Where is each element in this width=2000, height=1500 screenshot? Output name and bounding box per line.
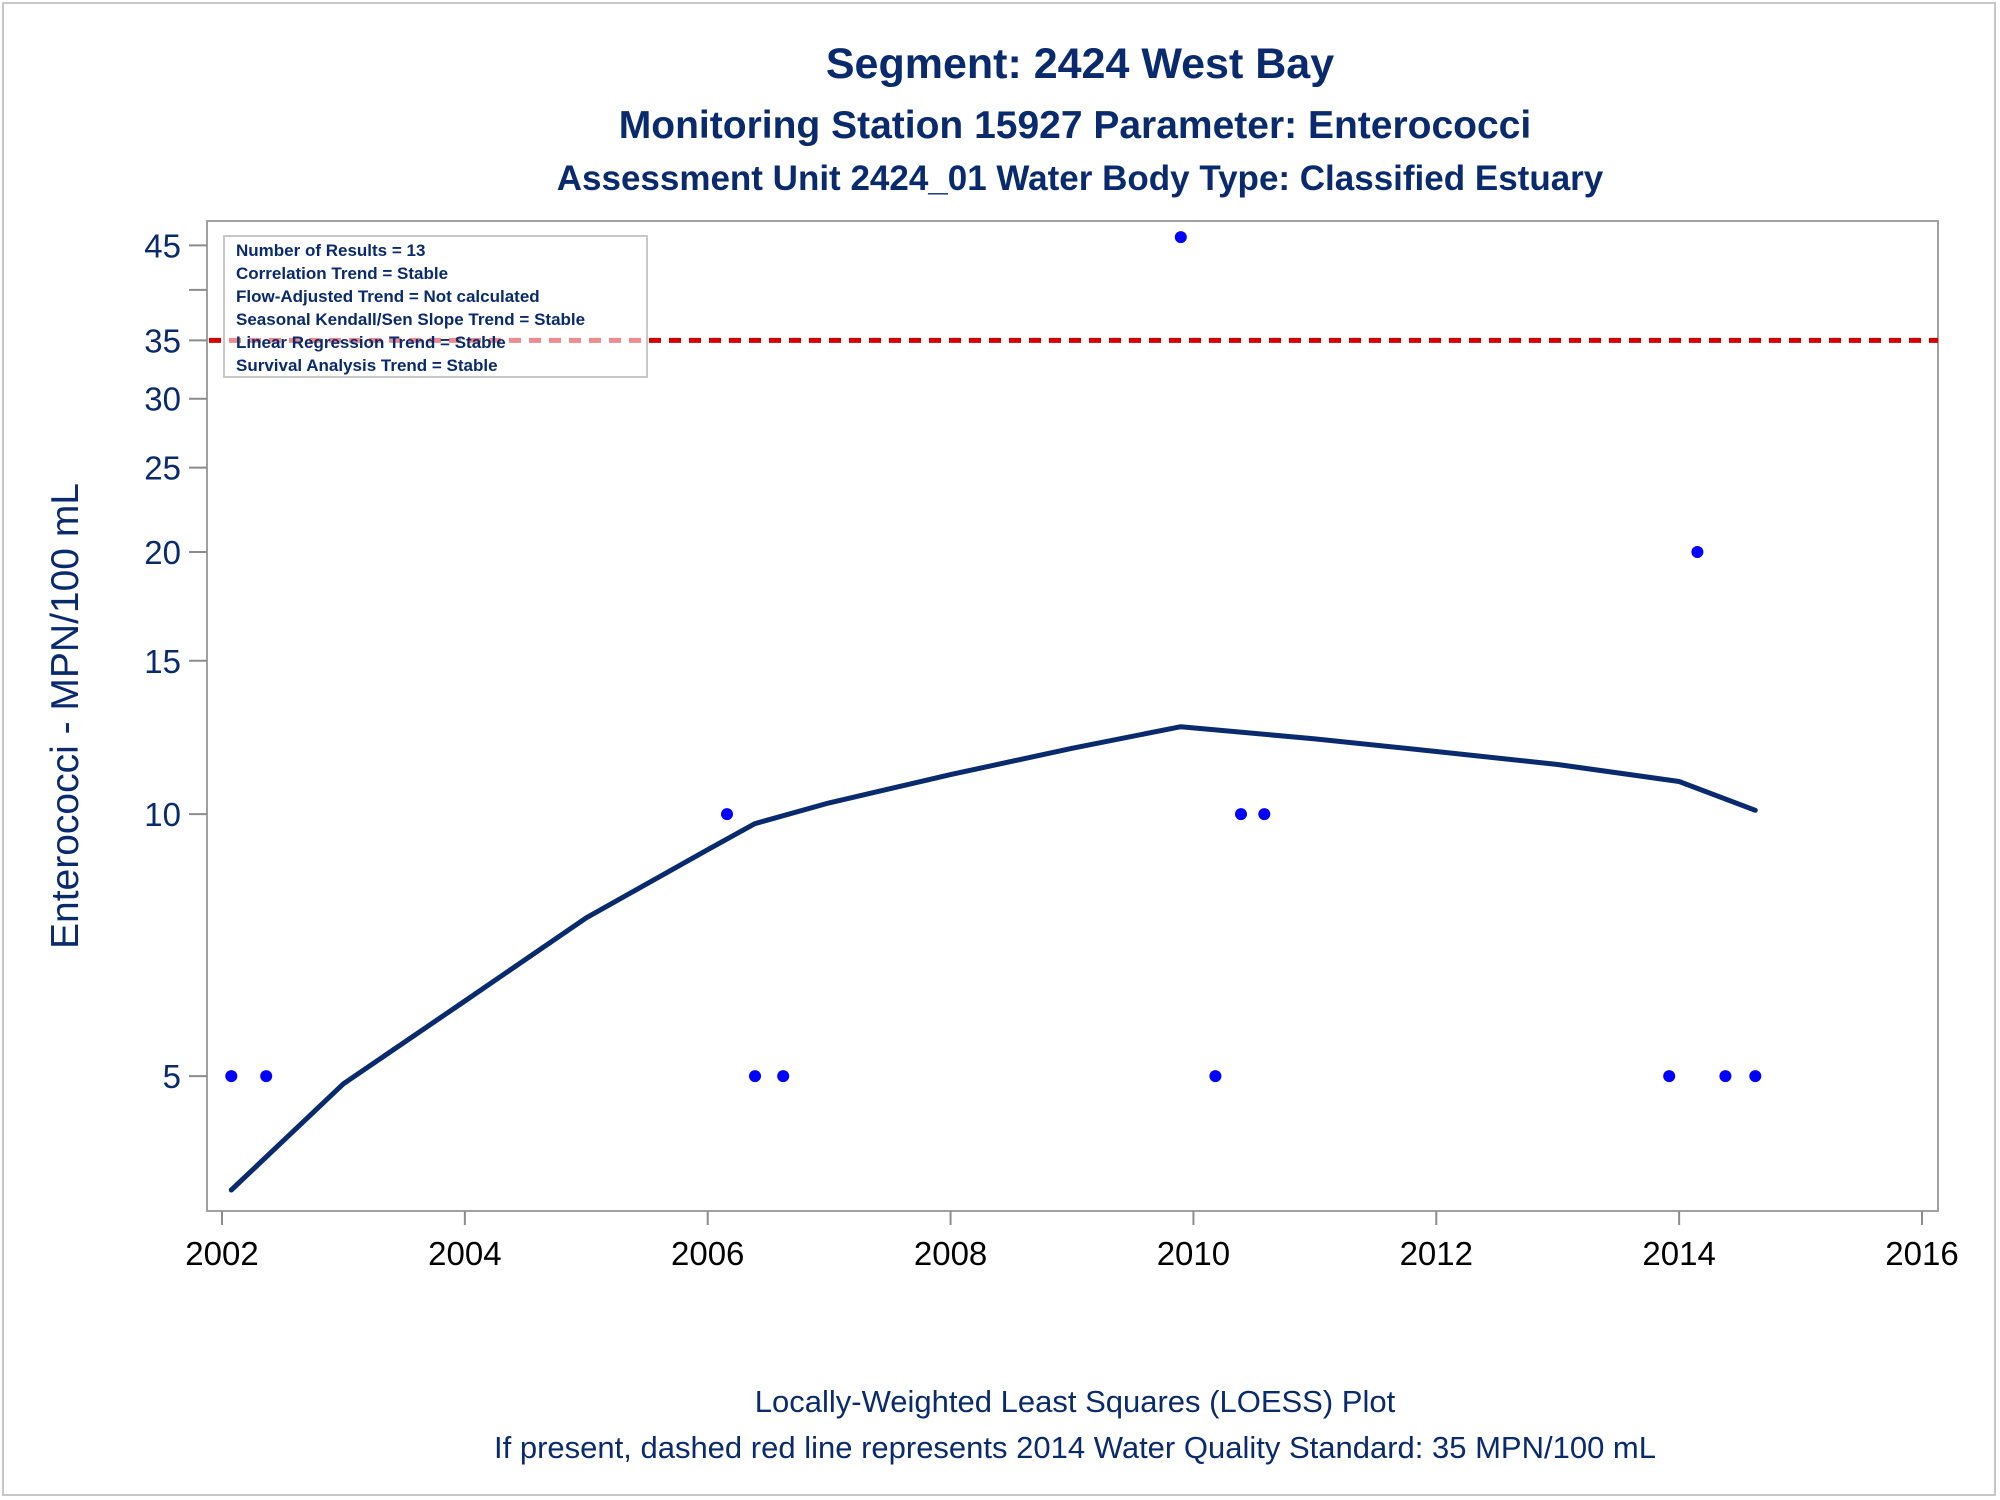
footer-line-1: Locally-Weighted Least Squares (LOESS) P…	[755, 1384, 1396, 1419]
y-tick-label: 15	[144, 643, 181, 680]
data-point	[1258, 808, 1271, 821]
data-point	[225, 1070, 238, 1083]
info-box: Number of Results = 13 Correlation Trend…	[223, 235, 648, 378]
y-tick-label: 45	[144, 227, 181, 264]
y-axis-label: Enterococci - MPN/100 mL	[44, 483, 87, 949]
info-line-seasonal-kendall: Seasonal Kendall/Sen Slope Trend = Stabl…	[236, 310, 585, 329]
data-point	[1174, 231, 1187, 244]
info-line-survival: Survival Analysis Trend = Stable	[236, 356, 498, 375]
chart-subtitle: Monitoring Station 15927 Parameter: Ente…	[619, 104, 1531, 147]
footer-line-2: If present, dashed red line represents 2…	[494, 1430, 1656, 1465]
x-tick-label: 2012	[1400, 1235, 1473, 1272]
data-point	[777, 1070, 790, 1083]
data-point	[260, 1070, 273, 1083]
data-point	[1749, 1070, 1762, 1083]
x-tick-label: 2004	[428, 1235, 501, 1272]
y-axis: 5 10 15 20 25 30 35 45	[144, 227, 207, 1095]
plot-area-border	[206, 220, 1939, 1212]
y-tick-label: 35	[144, 322, 181, 359]
info-line-correlation: Correlation Trend = Stable	[236, 264, 448, 283]
y-tick-label: 5	[163, 1058, 181, 1095]
y-tick-label: 30	[144, 381, 181, 418]
loess-curve	[228, 724, 1758, 1193]
data-point	[1663, 1070, 1676, 1083]
y-tick-label: 25	[144, 450, 181, 487]
data-point	[721, 808, 733, 821]
data-point	[1209, 1070, 1222, 1083]
chart-title: Segment: 2424 West Bay	[826, 40, 1334, 88]
x-tick-label: 2006	[671, 1235, 744, 1272]
chart-subtitle-2: Assessment Unit 2424_01 Water Body Type:…	[557, 159, 1604, 198]
x-axis: 2002 2004 2006 2008 2010 2012 2014 2016	[185, 1211, 1959, 1272]
points-layer	[225, 231, 1762, 1083]
data-point	[1235, 808, 1247, 821]
y-tick-label: 20	[144, 534, 181, 571]
y-tick-label: 10	[144, 796, 181, 833]
x-tick-label: 2016	[1885, 1235, 1958, 1272]
data-point	[1691, 546, 1704, 558]
loess-layer	[228, 724, 1758, 1193]
data-point	[1719, 1070, 1732, 1083]
x-tick-label: 2002	[185, 1235, 258, 1272]
x-tick-label: 2010	[1157, 1235, 1230, 1272]
x-tick-label: 2014	[1642, 1235, 1715, 1272]
info-box-frame	[223, 235, 648, 378]
data-point	[749, 1070, 761, 1083]
x-tick-label: 2008	[914, 1235, 987, 1272]
info-line-linear-regression: Linear Regression Trend = Stable	[236, 333, 506, 352]
info-line-flow-adjusted: Flow-Adjusted Trend = Not calculated	[236, 287, 540, 306]
info-line-results: Number of Results = 13	[236, 241, 425, 260]
